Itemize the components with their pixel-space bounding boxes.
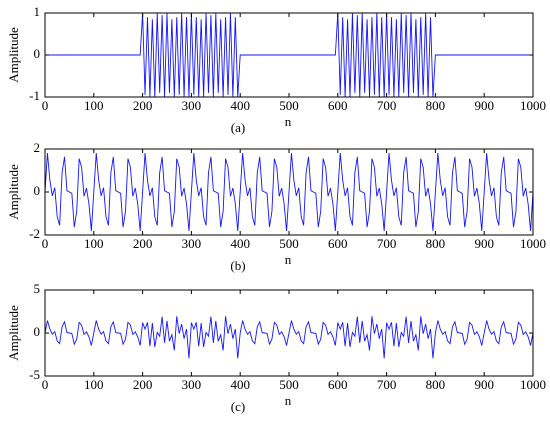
subplot: 0 100 200 300 400 500 600 700 800 900 1000-202Ampl… (6, 140, 546, 273)
x-tick-label: 800 (426, 98, 446, 113)
x-tick-label: 500 (279, 98, 299, 113)
x-tick-label: 300 (182, 377, 202, 392)
x-tick-label: 400 (230, 236, 250, 251)
x-tick-label: 900 (474, 236, 494, 251)
y-axis-label: Amplitude (6, 305, 21, 361)
y-tick-label: 1 (34, 4, 41, 19)
caption: (a) (231, 120, 245, 135)
y-axis-label: Amplitude (6, 27, 21, 83)
x-tick-label: 900 (474, 98, 494, 113)
x-tick-label: 600 (328, 236, 348, 251)
caption: (b) (230, 258, 245, 273)
x-tick-label: 800 (426, 377, 446, 392)
y-tick-label: 2 (34, 140, 41, 155)
plot-area (45, 13, 533, 97)
x-tick-label: 0 (42, 377, 49, 392)
x-tick-label: 400 (230, 377, 250, 392)
x-tick-label: 1000 (520, 236, 546, 251)
x-tick-label: 600 (328, 377, 348, 392)
y-tick-label: -2 (29, 226, 40, 241)
x-tick-label: 500 (279, 236, 299, 251)
x-tick-label: 700 (377, 377, 397, 392)
y-axis-label: Amplitude (6, 164, 21, 220)
y-tick-label: 0 (34, 183, 41, 198)
x-tick-label: 200 (133, 377, 153, 392)
y-tick-label: -5 (29, 367, 40, 382)
x-tick-label: 100 (84, 377, 104, 392)
plot-area (45, 153, 533, 231)
x-tick-label: 200 (133, 98, 153, 113)
x-tick-label: 400 (230, 98, 250, 113)
caption: (c) (231, 399, 245, 414)
x-tick-label: 100 (84, 236, 104, 251)
x-tick-label: 800 (426, 236, 446, 251)
signal-line (45, 153, 533, 231)
y-tick-label: -1 (29, 88, 40, 103)
x-axis-label: n (285, 393, 292, 408)
x-tick-label: 600 (328, 98, 348, 113)
subplot: 0 100 200 300 400 500 600 700 800 900 1000-505Ampl… (6, 281, 546, 414)
x-tick-label: 1000 (520, 98, 546, 113)
x-tick-label: 700 (377, 98, 397, 113)
signal-line (45, 13, 533, 97)
x-tick-label: 1000 (520, 377, 546, 392)
x-axis-label: n (285, 114, 292, 129)
signal-line (45, 316, 533, 359)
plot-area (45, 316, 533, 359)
y-tick-label: 0 (34, 324, 41, 339)
x-tick-label: 900 (474, 377, 494, 392)
x-tick-label: 100 (84, 98, 104, 113)
x-tick-label: 700 (377, 236, 397, 251)
y-tick-label: 5 (34, 281, 41, 296)
x-axis-label: n (285, 252, 292, 267)
x-tick-label: 0 (42, 236, 49, 251)
x-tick-label: 300 (182, 236, 202, 251)
x-tick-label: 200 (133, 236, 153, 251)
x-tick-label: 300 (182, 98, 202, 113)
y-tick-label: 0 (34, 46, 41, 61)
x-tick-label: 0 (42, 98, 49, 113)
subplot: 0 100 200 300 400 500 600 700 800 900 1000-101Ampl… (6, 4, 546, 135)
x-tick-label: 500 (279, 377, 299, 392)
